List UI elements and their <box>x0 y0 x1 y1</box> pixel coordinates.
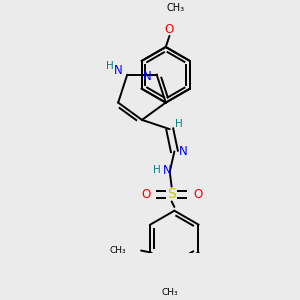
Text: O: O <box>141 188 150 200</box>
Text: H: H <box>106 61 113 71</box>
Text: CH₃: CH₃ <box>110 246 126 255</box>
Text: O: O <box>165 23 174 36</box>
Text: N: N <box>179 145 188 158</box>
Text: N: N <box>143 70 152 83</box>
Text: N: N <box>163 164 171 177</box>
Text: H: H <box>153 165 161 175</box>
Text: O: O <box>193 188 202 200</box>
Text: S: S <box>167 187 176 201</box>
Text: CH₃: CH₃ <box>167 3 185 13</box>
Text: N: N <box>114 64 122 77</box>
Text: H: H <box>175 118 183 129</box>
Text: CH₃: CH₃ <box>161 288 178 297</box>
